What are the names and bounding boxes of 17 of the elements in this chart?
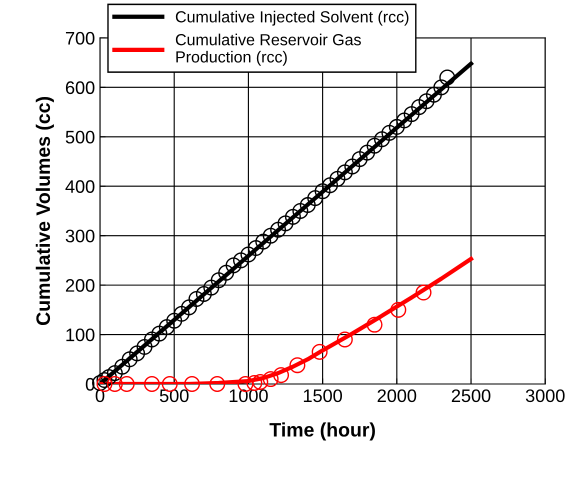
y-tick-label: 400	[65, 180, 94, 193]
y-tick-label: 100	[66, 328, 94, 342]
x-tick-label: 1500	[304, 389, 342, 402]
x-axis-title: Time (hour)	[270, 422, 375, 440]
y-tick-label: 700	[66, 32, 94, 45]
y-tick-label: 300	[66, 230, 94, 242]
x-tick-label: 500	[160, 389, 189, 402]
y-tick-label: 600	[66, 81, 94, 94]
x-tick-label: 3000	[526, 389, 565, 402]
y-tick-label: 500	[66, 130, 94, 144]
x-tick-label: 1000	[230, 389, 268, 402]
legend-label: Cumulative Injected Solvent (rcc)	[176, 10, 408, 26]
y-axis-title: Cumulative Volumes (cc)	[36, 97, 54, 326]
x-tick-label: 2000	[378, 389, 416, 402]
legend-label: Cumulative Reservoir Gas Production (rcc)	[176, 34, 361, 66]
y-tick-label: 200	[66, 279, 94, 292]
x-tick-label: 2500	[452, 389, 490, 402]
